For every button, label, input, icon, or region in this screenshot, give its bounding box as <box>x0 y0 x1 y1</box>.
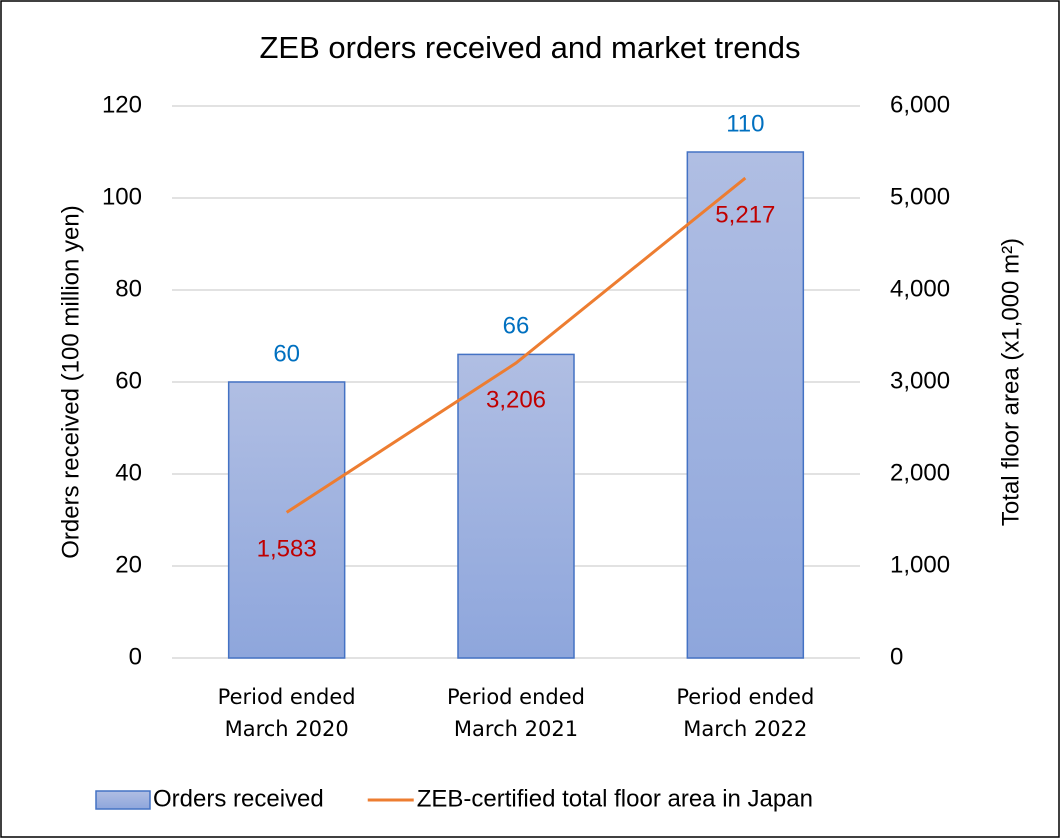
x-tick-label-line: Period ended <box>676 685 814 709</box>
y-tick-label: 40 <box>115 459 142 486</box>
y-tick-label: 0 <box>129 643 142 670</box>
y-tick-label: 100 <box>102 183 142 210</box>
line <box>285 176 747 514</box>
y2-tick-label: 1,000 <box>890 551 950 578</box>
x-tick-label-line: Period ended <box>447 685 585 709</box>
x-tick-label: Period ended March 2020 <box>218 685 356 741</box>
y-axis-label: Orders received (100 million yen) <box>57 205 84 558</box>
y2-tick-label: 5,000 <box>890 183 950 210</box>
legend-swatch <box>95 790 151 810</box>
y2-tick-label: 0 <box>890 643 903 670</box>
line-value-label: 1,583 <box>257 536 317 563</box>
x-tick-label-line: March 2020 <box>225 717 349 741</box>
y2-tick-label: 6,000 <box>890 91 950 118</box>
bar <box>686 151 805 659</box>
y-tick-label: 60 <box>115 367 142 394</box>
x-tick-label: Period ended March 2022 <box>676 685 814 741</box>
bar <box>457 353 575 659</box>
y-tick-label: 20 <box>115 551 142 578</box>
chart-title: ZEB orders received and market trends <box>259 30 800 65</box>
x-tick-label: Period ended March 2021 <box>447 685 585 741</box>
y2-axis-label: Total floor area (x1,000 m²) <box>997 238 1024 526</box>
legend-label: Orders received <box>153 785 324 812</box>
legend-label: ZEB-certified total floor area in Japan <box>417 785 813 812</box>
y-tick-label: 80 <box>115 275 142 302</box>
bar <box>227 381 346 659</box>
x-tick-label-line: March 2021 <box>454 717 578 741</box>
y2-tick-label: 2,000 <box>890 459 950 486</box>
y-tick-label: 120 <box>102 91 142 118</box>
bar-value-label: 66 <box>503 313 530 340</box>
x-tick-label-line: Period ended <box>218 685 356 709</box>
bar-value-label: 110 <box>726 110 764 137</box>
bar-value-label: 60 <box>273 340 300 367</box>
line-value-label: 5,217 <box>715 201 775 228</box>
line-value-label: 3,206 <box>486 386 546 413</box>
y2-tick-label: 4,000 <box>890 275 950 302</box>
y2-tick-label: 3,000 <box>890 367 950 394</box>
x-tick-label-line: March 2022 <box>683 717 807 741</box>
